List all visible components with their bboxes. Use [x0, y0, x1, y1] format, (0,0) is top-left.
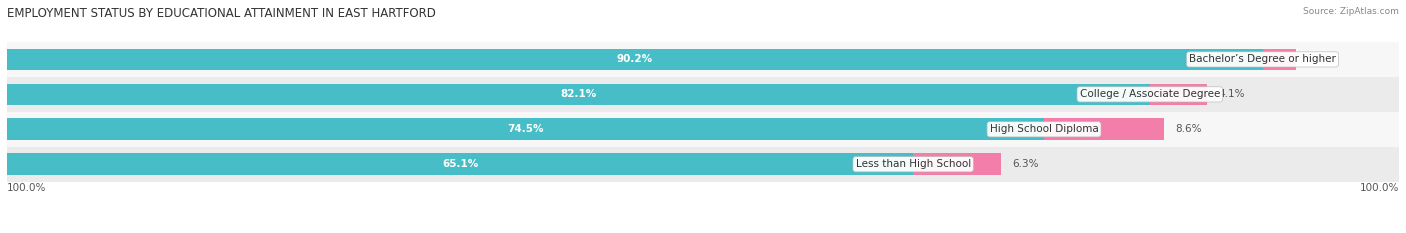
Text: 4.1%: 4.1% [1218, 89, 1244, 99]
Bar [1045, 118, 1164, 140]
Text: 74.5%: 74.5% [508, 124, 544, 134]
Text: College / Associate Degree: College / Associate Degree [1080, 89, 1220, 99]
Text: 82.1%: 82.1% [561, 89, 596, 99]
Text: Less than High School: Less than High School [856, 159, 970, 169]
Bar [7, 84, 1150, 105]
Bar [7, 42, 1399, 77]
Text: EMPLOYMENT STATUS BY EDUCATIONAL ATTAINMENT IN EAST HARTFORD: EMPLOYMENT STATUS BY EDUCATIONAL ATTAINM… [7, 7, 436, 20]
Text: 6.3%: 6.3% [1012, 159, 1039, 169]
Bar [7, 112, 1399, 147]
Bar [7, 118, 1045, 140]
Text: Bachelor’s Degree or higher: Bachelor’s Degree or higher [1189, 55, 1336, 64]
Text: 90.2%: 90.2% [617, 55, 652, 64]
Text: Source: ZipAtlas.com: Source: ZipAtlas.com [1303, 7, 1399, 16]
Bar [1150, 84, 1206, 105]
Bar [7, 77, 1399, 112]
Bar [7, 147, 1399, 182]
Text: 100.0%: 100.0% [7, 183, 46, 193]
Bar [912, 154, 1001, 175]
Text: 8.6%: 8.6% [1175, 124, 1201, 134]
Text: 65.1%: 65.1% [441, 159, 478, 169]
Text: High School Diploma: High School Diploma [990, 124, 1098, 134]
Text: 2.4%: 2.4% [1308, 55, 1334, 64]
Bar [7, 49, 1263, 70]
Text: 100.0%: 100.0% [1360, 183, 1399, 193]
Bar [1263, 49, 1296, 70]
Bar [7, 154, 912, 175]
